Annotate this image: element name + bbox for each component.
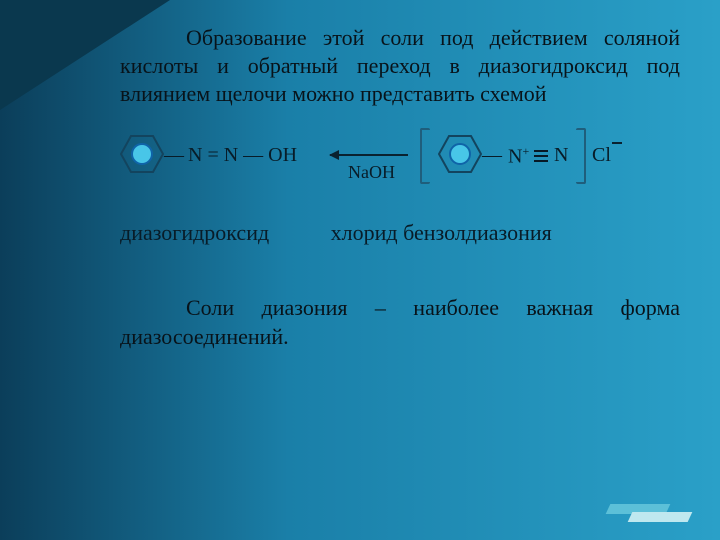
benzene-ring-left <box>120 134 164 174</box>
n-two: N <box>554 144 568 167</box>
compound-labels: диазогидроксид хлорид бензолдиазония <box>120 220 680 246</box>
minus-charge-icon <box>612 142 622 144</box>
triple-bond-icon <box>534 148 548 162</box>
left-formula: N = N — OH <box>188 144 297 167</box>
bracket-left <box>420 128 430 184</box>
reagent-label: NaOH <box>348 162 395 183</box>
bracket-right <box>576 128 586 184</box>
benzene-ring-right <box>438 134 482 174</box>
content-area: Образование этой соли под действием соля… <box>120 24 680 351</box>
slide: Образование этой соли под действием соля… <box>0 0 720 540</box>
label-diazohydroxide: диазогидроксид <box>120 220 269 246</box>
bond-right: — <box>482 144 502 167</box>
accent-decoration <box>608 500 698 526</box>
paragraph-2: Соли диазония – наиболее важная форма ди… <box>120 294 680 350</box>
plus-charge: + <box>522 144 529 158</box>
equilibrium-arrow <box>330 154 408 156</box>
bond-left: — <box>164 144 184 167</box>
cl-anion: Cl <box>592 144 611 167</box>
n-plus: N+ <box>508 144 529 169</box>
label-benzenediazonium-chloride: хлорид бензолдиазония <box>331 220 552 245</box>
n-plus-letter: N <box>508 146 522 168</box>
arrow-head-left-icon <box>329 150 339 160</box>
reaction-scheme: — N = N — OH NaOH — N+ N Cl <box>120 126 680 196</box>
paragraph-1: Образование этой соли под действием соля… <box>120 24 680 108</box>
